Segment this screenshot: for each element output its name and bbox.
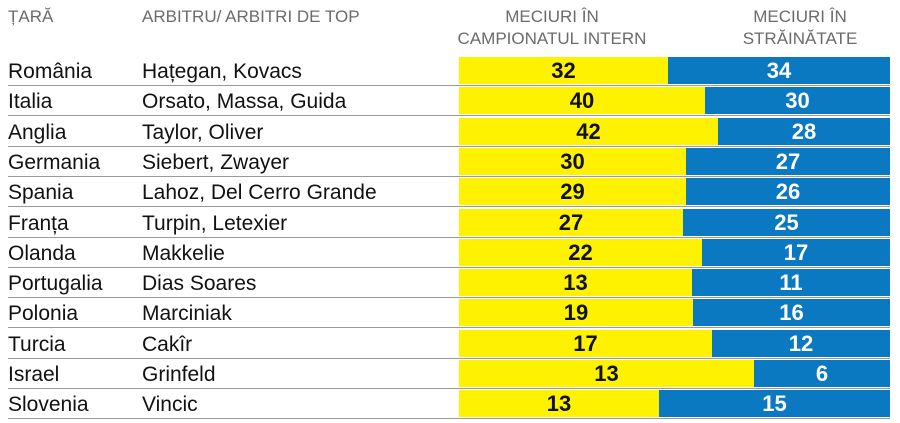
abroad-bar: 34: [668, 57, 890, 84]
referees-label: Marciniak: [142, 302, 232, 326]
country-label: Franța: [8, 211, 69, 235]
domestic-bar: 17: [459, 329, 712, 357]
abroad-bar: 6: [754, 360, 890, 387]
header-domestic: MECIURI ÎN CAMPIONATUL INTERN: [452, 6, 652, 50]
header-abroad-line1: MECIURI ÎN: [753, 7, 847, 26]
row-divider: [8, 388, 890, 389]
domestic-bar: 27: [459, 208, 683, 236]
table-row: Polonia Marciniak 19 16: [0, 298, 900, 329]
table-row: Spania Lahoz, Del Cerro Grande 29 26: [0, 177, 900, 208]
country-label: Spania: [8, 181, 74, 205]
country-label: Israel: [8, 363, 60, 386]
abroad-bar: 12: [712, 329, 890, 357]
row-divider: [8, 297, 890, 299]
country-label: Germania: [8, 150, 101, 174]
abroad-bar: 28: [718, 117, 890, 145]
abroad-bar: 27: [686, 147, 890, 175]
header-domestic-line2: CAMPIONATUL INTERN: [457, 29, 647, 48]
domestic-bar: 13: [459, 360, 754, 387]
domestic-bar: 30: [459, 147, 686, 175]
table-row: România Hațegan, Kovacs 32 34: [0, 56, 900, 86]
referees-label: Orsato, Massa, Guida: [142, 90, 347, 114]
country-label: Olanda: [8, 241, 76, 265]
row-divider: [8, 206, 890, 208]
table-row: Portugalia Dias Soares 13 11: [0, 268, 900, 299]
referees-label: Makkelie: [142, 241, 225, 265]
header-referees: ARBITRU/ ARBITRI DE TOP: [142, 7, 360, 26]
abroad-bar: 11: [692, 269, 890, 297]
domestic-bar: 29: [459, 178, 686, 206]
country-label: Anglia: [8, 120, 67, 144]
row-divider: [8, 85, 890, 86]
abroad-bar: 15: [659, 390, 890, 418]
header-country: ȚARĂ: [8, 7, 54, 26]
domestic-bar: 42: [459, 117, 718, 145]
abroad-bar: 17: [702, 238, 890, 266]
table-row: Italia Orsato, Massa, Guida 40 30: [0, 86, 900, 117]
row-divider: [8, 115, 890, 117]
domestic-bar: 40: [459, 87, 705, 115]
referees-label: Turpin, Letexier: [142, 211, 288, 235]
referees-label: Cakîr: [142, 332, 193, 356]
domestic-bar: 13: [459, 269, 692, 297]
domestic-bar: 32: [459, 57, 668, 84]
country-label: Slovenia: [8, 393, 89, 417]
table-row: Slovenia Vincic 13 15: [0, 389, 900, 420]
row-divider: [8, 266, 890, 268]
header-domestic-line1: MECIURI ÎN: [505, 7, 599, 26]
domestic-bar: 19: [459, 299, 693, 327]
table-row: Turcia Cakîr 17 12: [0, 329, 900, 359]
domestic-bar: 22: [459, 238, 702, 266]
row-divider: [8, 145, 890, 147]
country-label: Turcia: [8, 332, 66, 356]
row-divider: [8, 236, 890, 238]
domestic-bar: 13: [459, 390, 659, 418]
table-row: Olanda Makkelie 22 17: [0, 238, 900, 268]
abroad-bar: 30: [705, 87, 890, 115]
abroad-bar: 16: [693, 299, 890, 327]
referees-label: Vincic: [142, 393, 198, 417]
country-label: Italia: [8, 90, 53, 114]
table-row: Franța Turpin, Letexier 27 25: [0, 208, 900, 238]
country-label: România: [8, 60, 93, 83]
table-row: Israel Grinfeld 13 6: [0, 359, 900, 389]
referees-label: Taylor, Oliver: [142, 120, 264, 144]
country-label: Polonia: [8, 302, 79, 326]
table-row: Germania Siebert, Zwayer 30 27: [0, 147, 900, 177]
referees-label: Hațegan, Kovacs: [142, 60, 302, 83]
referees-label: Grinfeld: [142, 363, 216, 386]
header-abroad-line2: STRĂINĂTATE: [742, 29, 858, 48]
row-divider: [8, 357, 890, 359]
table-row: Anglia Taylor, Oliver 42 28: [0, 117, 900, 147]
header-abroad: MECIURI ÎN STRĂINĂTATE: [720, 6, 880, 50]
abroad-bar: 26: [686, 178, 890, 206]
referees-label: Lahoz, Del Cerro Grande: [142, 181, 377, 205]
row-divider: [8, 418, 890, 420]
referees-label: Siebert, Zwayer: [142, 150, 290, 174]
country-label: Portugalia: [8, 272, 103, 296]
row-divider: [8, 327, 890, 329]
abroad-bar: 25: [683, 208, 890, 236]
referees-label: Dias Soares: [142, 272, 257, 296]
row-divider: [8, 175, 890, 177]
